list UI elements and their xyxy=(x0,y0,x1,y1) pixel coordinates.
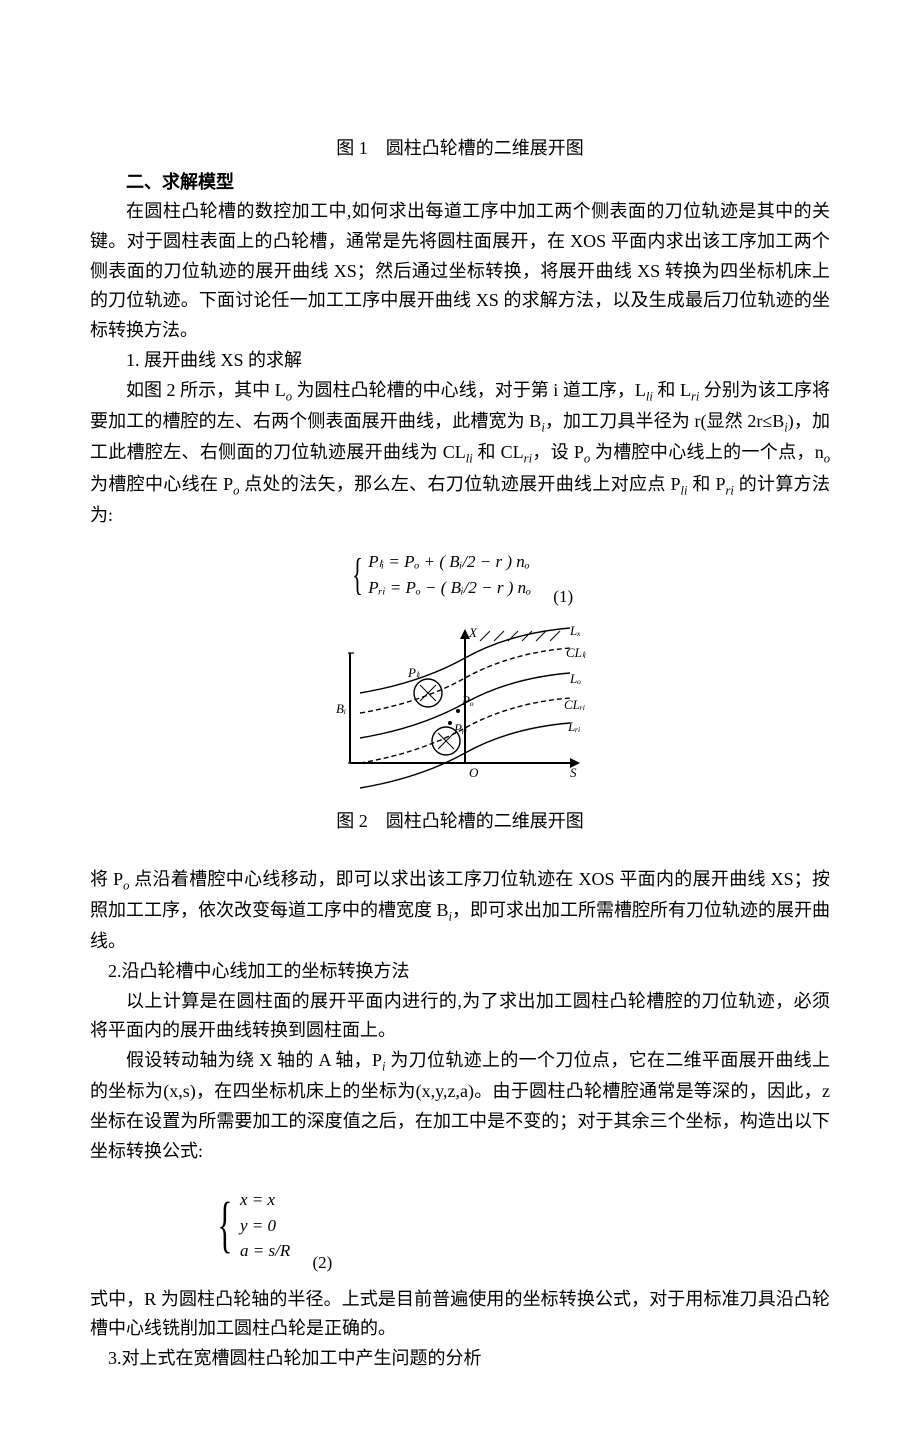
text: 假设转动轴为绕 X 轴的 A 轴，P xyxy=(126,1050,382,1070)
figure-1-caption: 图 1 圆柱凸轮槽的二维展开图 xyxy=(90,134,830,164)
text: 如图 2 所示，其中 L xyxy=(126,380,286,400)
eq1-line1: Pₗᵢ = Pₒ + ( Bᵢ/2 − r ) nₒ xyxy=(368,552,529,571)
text: 和 L xyxy=(653,380,691,400)
eq2-line3: a = s/R xyxy=(240,1241,290,1260)
subsection-3-label: 3.对上式在宽槽圆柱凸轮加工中产生问题的分析 xyxy=(90,1344,830,1374)
figure-2-caption: 图 2 圆柱凸轮槽的二维展开图 xyxy=(90,807,830,837)
eq2-number: (2) xyxy=(312,1249,332,1277)
svg-text:Pₒ: Pₒ xyxy=(461,693,474,708)
eq2-line1: x = x xyxy=(240,1190,275,1209)
svg-text:CLₗᵢ: CLₗᵢ xyxy=(566,645,586,660)
paragraph-1: 在圆柱凸轮槽的数控加工中,如何求出每道工序中加工两个侧表面的刀位轨迹是其中的关键… xyxy=(90,197,830,345)
text: 为圆柱凸轮槽的中心线，对于第 i 道工序，L xyxy=(292,380,646,400)
svg-text:Bᵢ: Bᵢ xyxy=(336,701,346,716)
sub: ri xyxy=(524,452,532,466)
sub: li xyxy=(466,452,473,466)
text: 和 P xyxy=(688,474,726,494)
svg-text:Pᵣᵢ: Pᵣᵢ xyxy=(453,721,467,736)
brace-icon: { xyxy=(217,1174,232,1276)
text: 为槽腔中心线在 P xyxy=(90,474,233,494)
paragraph-6: 以上计算是在圆柱面的展开平面内进行的,为了求出加工圆柱凸轮槽腔的刀位轨迹，必须将… xyxy=(90,987,830,1046)
text: ，加工刀具半径为 r(显然 2r≤B xyxy=(545,411,784,431)
subsection-2-label: 2.沿凸轮槽中心线加工的坐标转换方法 xyxy=(90,957,830,987)
text: 点处的法矢，那么左、右刀位轨迹展开曲线上对应点 P xyxy=(239,474,680,494)
paragraph-4: 将 Po 点沿着槽腔中心线移动，即可以求出该工序刀位轨迹在 XOS 平面内的展开… xyxy=(90,865,830,957)
paragraph-8: 式中，R 为圆柱凸轮轴的半径。上式是目前普遍使用的坐标转换公式，对于用标准刀具沿… xyxy=(90,1285,830,1344)
svg-text:CLᵣᵢ: CLᵣᵢ xyxy=(564,697,585,712)
svg-text:O: O xyxy=(469,765,479,780)
eq1-number: (1) xyxy=(553,583,573,611)
figure-2: X S O Bᵢ Lₓ CLₗᵢ Lₒ CLᵣᵢ Lᵣᵢ Pₗᵢ Pₒ Pᵣᵢ xyxy=(90,623,830,803)
svg-text:Lₒ: Lₒ xyxy=(569,671,581,686)
paragraph-7: 假设转动轴为绕 X 轴的 A 轴，Pi 为刀位轨迹上的一个刀位点，它在二维平面展… xyxy=(90,1046,830,1166)
brace-icon: { xyxy=(352,539,363,612)
text: 和 CL xyxy=(473,442,524,462)
sub: ri xyxy=(725,483,733,497)
text: ，设 P xyxy=(532,442,584,462)
equation-1: { Pₗᵢ = Pₒ + ( Bᵢ/2 − r ) nₒ Pᵣᵢ = Pₒ − … xyxy=(90,539,830,612)
svg-text:Lᵣᵢ: Lᵣᵢ xyxy=(567,719,581,734)
section-2-heading: 二、求解模型 xyxy=(90,168,830,198)
subsection-1-label: 1. 展开曲线 XS 的求解 xyxy=(90,346,830,376)
svg-text:S: S xyxy=(570,765,577,780)
text: 将 P xyxy=(90,869,123,889)
text: 为槽腔中心线上的一个点，n xyxy=(590,442,824,462)
eq2-line2: y = 0 xyxy=(240,1216,276,1235)
svg-text:X: X xyxy=(468,625,478,640)
eq1-line2: Pᵣᵢ = Pₒ − ( Bᵢ/2 − r ) nₒ xyxy=(368,578,531,597)
svg-text:Lₓ: Lₓ xyxy=(569,623,581,638)
sub: li xyxy=(646,389,653,403)
sub: o xyxy=(824,452,830,466)
sub: li xyxy=(681,483,688,497)
paragraph-3: 如图 2 所示，其中 Lo 为圆柱凸轮槽的中心线，对于第 i 道工序，Lli 和… xyxy=(90,376,830,531)
svg-text:Pₗᵢ: Pₗᵢ xyxy=(407,665,420,680)
equation-2: { x = x y = 0 a = s/R (2) xyxy=(90,1174,830,1276)
